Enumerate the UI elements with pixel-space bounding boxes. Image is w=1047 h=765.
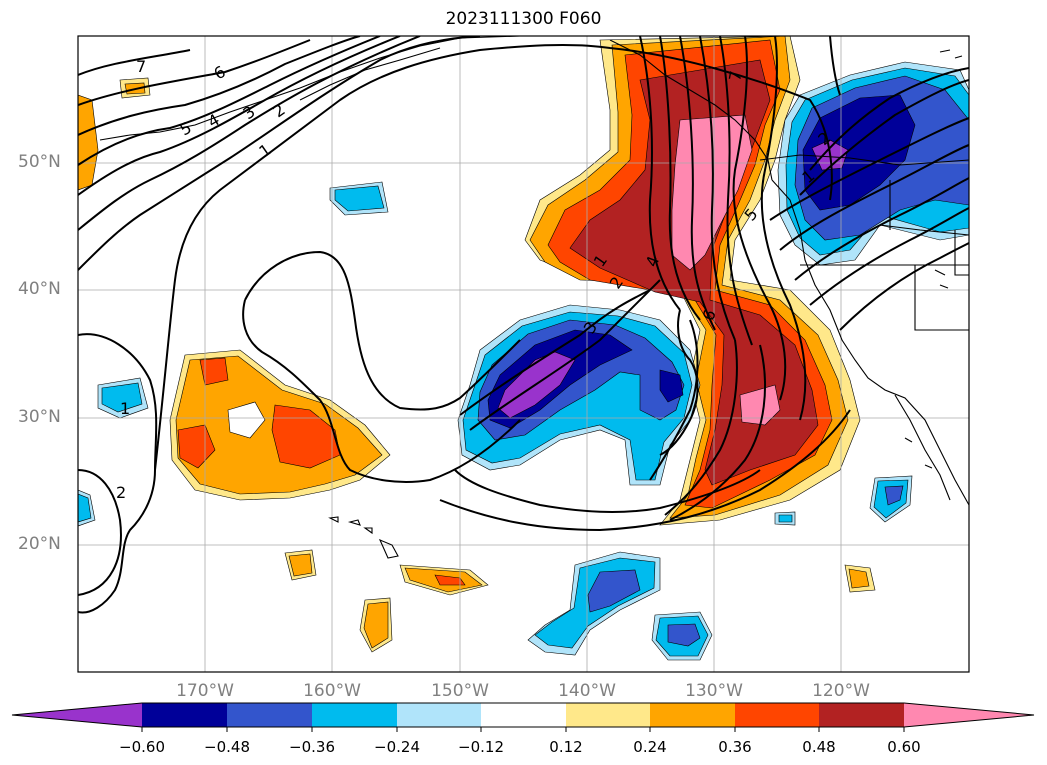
- colorbar-bin: [312, 703, 397, 727]
- longitude-label: 170°W: [176, 681, 234, 701]
- colorbar-bin: [650, 703, 735, 727]
- coastlines: [99, 36, 969, 559]
- colorbar: [11, 702, 1035, 732]
- colorbar-bin: [735, 703, 819, 727]
- longitude-label: 150°W: [431, 681, 489, 701]
- latitude-label: 20°N: [18, 534, 61, 554]
- colorbar-tick-label: 0.60: [887, 738, 921, 756]
- latitude-label: 50°N: [18, 152, 61, 172]
- map-gridlines: [78, 36, 969, 672]
- latitude-label: 30°N: [18, 407, 61, 427]
- colorbar-tick-label: 0.12: [549, 738, 583, 756]
- contour-label: 7: [136, 57, 146, 76]
- colorbar-tick-label: 0.48: [802, 738, 836, 756]
- contour-label: 1: [120, 399, 130, 418]
- colorbar-tick-label: −0.24: [374, 738, 420, 756]
- colorbar-tick-label: −0.36: [289, 738, 335, 756]
- colorbar-bin: [397, 703, 481, 727]
- colorbar-tick-label: −0.12: [458, 738, 504, 756]
- shaded-anomaly-field: [78, 36, 969, 661]
- colorbar-extend-high: [904, 703, 1034, 727]
- colorbar-tick-label: −0.48: [204, 738, 250, 756]
- colorbar-tick-label: 0.36: [718, 738, 752, 756]
- longitude-label: 140°W: [558, 681, 616, 701]
- contour-label: 2: [116, 483, 126, 502]
- map-frame: [77, 35, 970, 673]
- longitude-label: 120°W: [812, 681, 870, 701]
- map-title: 2023111300 F060: [445, 9, 602, 29]
- colorbar-bin: [566, 703, 650, 727]
- colorbar-extend-low: [12, 703, 142, 727]
- latitude-label: 40°N: [18, 279, 61, 299]
- colorbar-tick-label: −0.60: [119, 738, 165, 756]
- colorbar-bin: [227, 703, 312, 727]
- colorbar-bin: [142, 703, 227, 727]
- colorbar-bin: [819, 703, 904, 727]
- longitude-label: 130°W: [685, 681, 743, 701]
- longitude-label: 160°W: [303, 681, 361, 701]
- height-contours: [78, 36, 969, 614]
- colorbar-tick-label: 0.24: [633, 738, 667, 756]
- colorbar-bin: [481, 703, 566, 727]
- contour-label: 7: [725, 69, 745, 82]
